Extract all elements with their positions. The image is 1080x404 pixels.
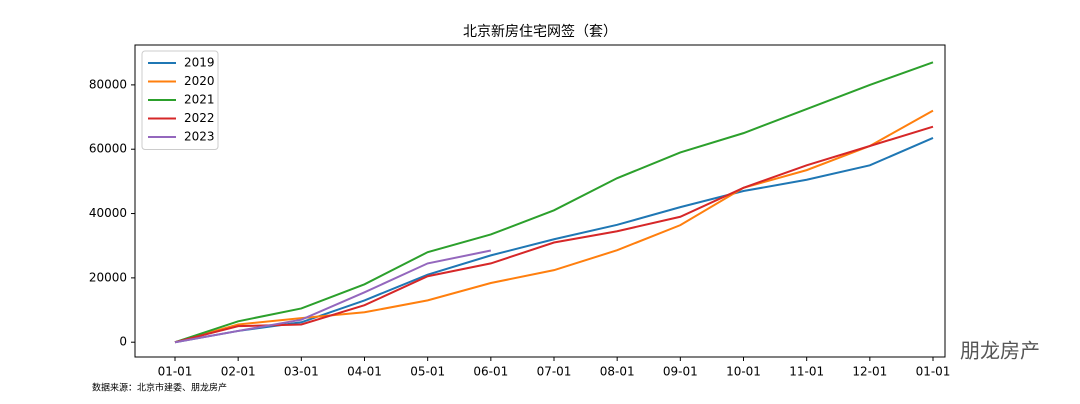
legend-label: 2023 [184, 130, 215, 144]
x-tick-label: 04-01 [347, 365, 382, 379]
y-tick-label: 0 [119, 335, 127, 349]
legend-label: 2019 [184, 56, 215, 70]
x-tick-label: 03-01 [284, 365, 319, 379]
watermark: 朋龙房产 [960, 339, 1040, 363]
series-line [174, 249, 492, 344]
source-note: 数据来源：北京市建委、朋龙房产 [92, 382, 227, 394]
y-tick-label: 80000 [89, 77, 127, 91]
legend-box [141, 50, 219, 150]
x-tick-label: 05-01 [410, 365, 445, 379]
legend-label: 2021 [184, 93, 215, 107]
x-tick-label: 10-01 [726, 365, 761, 379]
x-tick-label: 06-01 [473, 365, 508, 379]
x-tick-label: 01-01 [916, 365, 951, 379]
x-tick-label: 02-01 [221, 365, 256, 379]
x-tick-label: 09-01 [663, 365, 698, 379]
x-tick-label: 11-01 [789, 365, 824, 379]
legend-label: 2020 [184, 74, 215, 88]
series-line [174, 125, 934, 344]
y-tick-label: 20000 [89, 270, 127, 284]
x-tick-label: 07-01 [537, 365, 572, 379]
y-tick-label: 60000 [89, 142, 127, 156]
x-tick-label: 08-01 [600, 365, 635, 379]
series-line [174, 137, 934, 344]
series-line [174, 61, 934, 344]
plot-frame [134, 44, 946, 358]
chart-title: 北京新房住宅网签（套） [463, 23, 617, 40]
legend-label: 2022 [184, 111, 215, 125]
x-tick-label: 01-01 [158, 365, 193, 379]
y-tick-label: 40000 [89, 206, 127, 220]
x-tick-label: 12-01 [852, 365, 887, 379]
series-line [174, 109, 934, 344]
